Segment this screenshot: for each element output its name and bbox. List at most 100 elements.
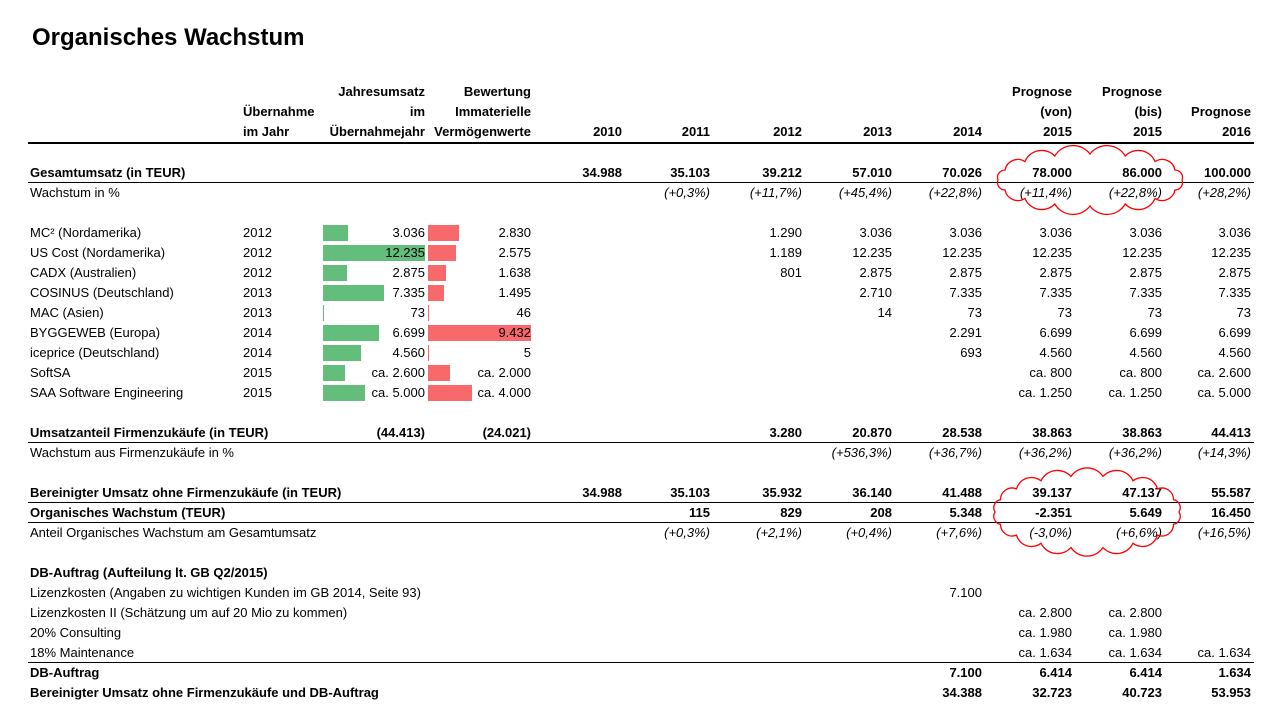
cell-value: 6.414 — [1129, 665, 1162, 680]
cell-value: (-3,0%) — [1029, 525, 1072, 540]
valuation-databar — [428, 345, 429, 361]
row-divider — [28, 662, 1254, 663]
revenue-value: (44.413) — [376, 425, 425, 440]
cell-value: 41.488 — [942, 485, 982, 500]
cell-value: ca. 1.250 — [1108, 385, 1163, 400]
cell-value: 801 — [780, 265, 802, 280]
header-forecast-from: 2015 — [1043, 124, 1072, 139]
row-label: Organisches Wachstum (TEUR) — [30, 505, 226, 520]
cell-value: (+45,4%) — [838, 185, 892, 200]
revenue-value: 73 — [410, 305, 425, 320]
cell-value: (+6,6%) — [1116, 525, 1162, 540]
cell-value: 14 — [877, 305, 892, 320]
header-forecast-from: (von) — [1040, 104, 1072, 119]
cell-value: 38.863 — [1122, 425, 1162, 440]
row-label: MC² (Nordamerika) — [30, 225, 142, 240]
header-year: 2011 — [681, 124, 710, 139]
cell-value: 73 — [1057, 305, 1072, 320]
header-forecast-from: Prognose — [1012, 84, 1072, 99]
row-label: Anteil Organisches Wachstum am Gesamtums… — [30, 525, 317, 540]
cell-value: 7.335 — [1039, 285, 1072, 300]
valuation-databar — [428, 325, 531, 341]
header-valuation: Vermögenwerte — [434, 124, 531, 139]
cell-value: (+36,2%) — [1018, 445, 1072, 460]
cell-value: (+11,4%) — [1019, 185, 1072, 200]
cell-value: 28.538 — [942, 425, 982, 440]
row-label: Lizenzkosten (Angaben zu wichtigen Kunde… — [30, 585, 421, 600]
cell-value: 12.235 — [1032, 245, 1072, 260]
cell-value: (+0,4%) — [846, 525, 892, 540]
header-forecast-to: 2015 — [1133, 124, 1162, 139]
row-label: BYGGEWEB (Europa) — [30, 325, 161, 340]
cell-value: 6.699 — [1129, 325, 1162, 340]
header-revenue: im — [409, 104, 425, 119]
header-year: 2013 — [863, 124, 892, 139]
page-title: Organisches Wachstum — [32, 24, 305, 51]
revenue-value: 7.335 — [392, 285, 425, 300]
cell-value: 3.036 — [1129, 225, 1162, 240]
cell-value: (+36,2%) — [1108, 445, 1162, 460]
acquisition-year: 2014 — [243, 325, 272, 340]
revenue-value: 3.036 — [392, 225, 425, 240]
cell-value: 32.723 — [1032, 685, 1072, 700]
row-label: SoftSA — [30, 365, 71, 380]
cell-value: ca. 800 — [1029, 365, 1072, 380]
cell-value: 20.870 — [852, 425, 892, 440]
valuation-value: 46 — [516, 305, 531, 320]
cell-value: 86.000 — [1122, 165, 1162, 180]
header-acquisition-year: Übernahme — [243, 104, 315, 119]
cell-value: 100.000 — [1204, 165, 1251, 180]
cell-value: 7.100 — [949, 665, 982, 680]
cell-value: (+11,7%) — [749, 185, 802, 200]
cell-value: 35.932 — [762, 485, 802, 500]
cell-value: 7.335 — [1218, 285, 1251, 300]
valuation-databar — [428, 305, 429, 321]
revenue-databar — [323, 245, 425, 261]
valuation-value: 9.432 — [498, 325, 531, 340]
cell-value: 34.988 — [582, 485, 622, 500]
cell-value: 12.235 — [942, 245, 982, 260]
cell-value: ca. 2.800 — [1108, 605, 1163, 620]
acquisition-year: 2012 — [243, 225, 272, 240]
cell-value: (+0,3%) — [664, 525, 710, 540]
cell-value: 6.414 — [1039, 665, 1072, 680]
row-label: 20% Consulting — [30, 625, 122, 640]
header-year: 2012 — [773, 124, 802, 139]
revenue-value: 4.560 — [392, 345, 425, 360]
revenue-value: 2.875 — [392, 265, 425, 280]
row-label: Umsatzanteil Firmenzukäufe (in TEUR) — [30, 425, 269, 440]
row-label: Wachstum aus Firmenzukäufe in % — [30, 445, 234, 460]
cell-value: 34.988 — [582, 165, 622, 180]
cell-value: 73 — [1147, 305, 1162, 320]
cell-value: 55.587 — [1211, 485, 1251, 500]
header-valuation: Bewertung — [463, 84, 531, 99]
cell-value: ca. 1.634 — [1108, 645, 1163, 660]
cloud-annotation — [993, 467, 1181, 557]
valuation-value: 1.638 — [498, 265, 531, 280]
cell-value: 36.140 — [852, 485, 892, 500]
revenue-databar — [323, 225, 348, 241]
valuation-value: ca. 4.000 — [477, 385, 532, 400]
cell-value: 1.290 — [769, 225, 802, 240]
header-forecast-2016: 2016 — [1222, 124, 1251, 139]
cell-value: 16.450 — [1211, 505, 1251, 520]
row-label: iceprice (Deutschland) — [30, 345, 160, 360]
cell-value: 829 — [780, 505, 802, 520]
acquisition-year: 2013 — [243, 285, 272, 300]
cell-value: ca. 800 — [1119, 365, 1162, 380]
row-label: CADX (Australien) — [30, 265, 137, 280]
row-divider — [28, 182, 1254, 183]
cell-value: (+536,3%) — [831, 445, 892, 460]
cell-value: 2.875 — [949, 265, 982, 280]
row-label: DB-Auftrag (Aufteilung lt. GB Q2/2015) — [30, 565, 268, 580]
cell-value: 693 — [960, 345, 982, 360]
cell-value: 34.388 — [942, 685, 982, 700]
row-divider — [28, 442, 1254, 443]
valuation-databar — [428, 245, 456, 261]
cell-value: (+14,3%) — [1197, 445, 1251, 460]
acquisition-year: 2015 — [243, 385, 272, 400]
revenue-value: ca. 2.600 — [371, 365, 426, 380]
cell-value: 4.560 — [1218, 345, 1251, 360]
cell-value: 3.036 — [949, 225, 982, 240]
cell-value: 7.100 — [949, 585, 982, 600]
